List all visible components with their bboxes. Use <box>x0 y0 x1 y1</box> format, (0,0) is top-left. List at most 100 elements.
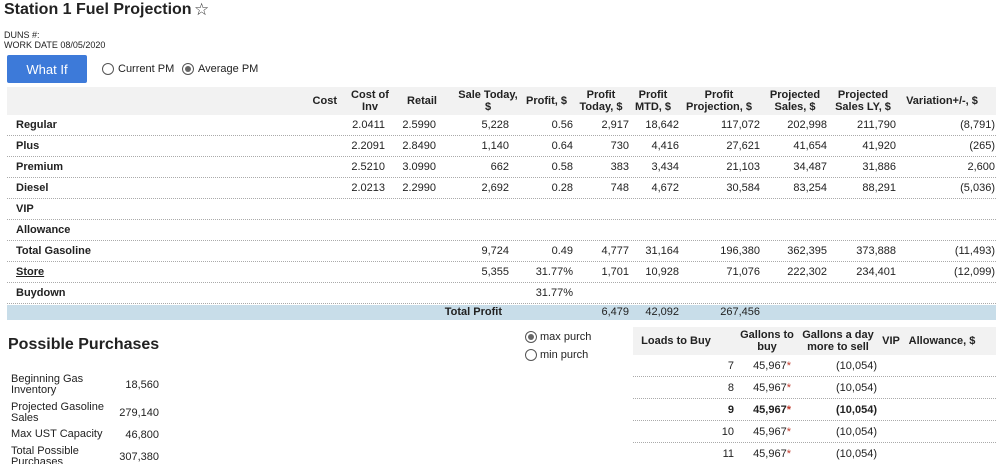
col-profit: Profit, $ <box>526 95 567 107</box>
grid-row: Diesel 2.0213 2.2990 2,692 0.28 748 4,672 30,58… <box>7 178 996 199</box>
col-variation: Variation+/-, $ <box>906 95 978 107</box>
grid-body: Regular 2.0411 2.5990 5,228 0.56 2,917 18,642 1… <box>7 115 996 304</box>
cell-profit-mtd: 31,164 <box>645 245 679 257</box>
total-profit-today: 6,479 <box>601 306 629 318</box>
cell-profit-today: 1,701 <box>601 266 629 278</box>
cell-retail <box>395 199 436 220</box>
cell-cost <box>307 136 337 157</box>
cell-profit-proj <box>687 220 760 241</box>
cell-sale-today: 5,228 <box>481 119 509 131</box>
cell-profit-today <box>587 199 629 220</box>
cell-profit-proj: 30,584 <box>726 182 760 194</box>
row-label: Diesel <box>16 182 49 194</box>
grid-row: Store 5,355 31.77% 1,701 10,928 71,076 222,302… <box>7 262 996 283</box>
cell-cost <box>307 115 337 136</box>
radio-current-pm[interactable]: Current PM <box>102 63 174 75</box>
cell-profit: 31.77% <box>535 266 573 278</box>
cell-sale-today: 5,355 <box>481 266 509 278</box>
store-link[interactable]: Store <box>16 266 45 278</box>
col-vip: VIP <box>882 335 900 347</box>
row-label: VIP <box>16 203 34 215</box>
cell-cost-inv: 2.0411 <box>352 119 385 131</box>
cell-cost-inv <box>345 262 385 283</box>
loads-row[interactable]: 8 45,967* (10,054) <box>633 377 996 399</box>
cell-proj-sales <box>767 283 827 304</box>
cell-proj-sales: 222,302 <box>787 266 827 278</box>
col-allowance: Allowance, $ <box>908 335 976 347</box>
cell-profit-proj: 196,380 <box>720 245 760 257</box>
radio-max-purch[interactable]: max purch <box>525 331 591 343</box>
cell-retail <box>395 220 436 241</box>
radio-average-pm-icon[interactable] <box>182 63 194 75</box>
cell-retail: 3.0990 <box>402 161 436 173</box>
grid-row: Buydown 31.77% <box>7 283 996 304</box>
cell-cost-inv <box>345 283 385 304</box>
cell-profit-today: 383 <box>610 161 629 173</box>
cell-cost-inv <box>345 199 385 220</box>
row-label: Plus <box>16 140 40 152</box>
cell-profit-today: 2,917 <box>601 119 629 131</box>
grid-row: Allowance <box>7 220 996 241</box>
cell-variation: (12,099) <box>954 266 995 278</box>
gallons-asterisk: * <box>786 382 791 394</box>
row-label: Total Gasoline <box>16 245 91 257</box>
cell-variation: 2,600 <box>967 161 995 173</box>
col-profit-mtd: Profit MTD, $ <box>634 89 672 113</box>
cell-proj-sales <box>767 199 827 220</box>
grid-row: Regular 2.0411 2.5990 5,228 0.56 2,917 18,642 1… <box>7 115 996 136</box>
loads-row[interactable]: 9 45,967* (10,054) <box>633 399 996 421</box>
col-projected-sales-ly: Projected Sales LY, $ <box>835 89 891 113</box>
radio-min-purch-icon[interactable] <box>525 349 537 361</box>
fuel-projection-grid: Cost Cost of Inv Retail Sale Today, $ Pr… <box>7 87 996 320</box>
gallons-asterisk: * <box>786 360 791 372</box>
cell-proj-sales-ly: 41,920 <box>862 140 896 152</box>
cell-per-day: (10,054) <box>836 426 877 438</box>
radio-min-purch[interactable]: min purch <box>525 349 588 361</box>
cell-retail <box>395 283 436 304</box>
radio-max-purch-icon[interactable] <box>525 331 537 343</box>
cell-per-day: (10,054) <box>836 382 877 394</box>
radio-average-pm[interactable]: Average PM <box>182 63 258 75</box>
cell-retail <box>395 262 436 283</box>
cell-sale-today: 2,692 <box>481 182 509 194</box>
row-label: Premium <box>16 161 64 173</box>
cell-sale-today <box>467 199 509 220</box>
cell-retail: 2.5990 <box>402 119 436 131</box>
cell-profit-mtd: 10,928 <box>645 266 679 278</box>
cell-loads: 11 <box>722 448 734 460</box>
cell-sale-today: 662 <box>490 161 509 173</box>
pp-max-ust-label: Max UST Capacity <box>11 428 103 440</box>
cell-proj-sales: 41,654 <box>793 140 827 152</box>
cell-profit-today: 748 <box>610 182 629 194</box>
what-if-button[interactable]: What If <box>7 55 87 83</box>
cell-profit-mtd <box>632 199 679 220</box>
work-date: WORK DATE 08/05/2020 <box>4 40 106 50</box>
cell-variation <box>917 220 995 241</box>
loads-row[interactable]: 11 45,967* (10,054) <box>633 443 996 464</box>
col-cost-of-inv: Cost of Inv <box>351 89 389 113</box>
cell-profit: 0.56 <box>551 119 573 131</box>
cell-retail <box>395 241 436 262</box>
cell-profit-mtd <box>632 283 679 304</box>
radio-current-pm-icon[interactable] <box>102 63 114 75</box>
loads-body: 7 45,967* (10,054) 8 45,967* (10,054) 9 45,967*… <box>633 355 996 464</box>
gallons-value: 45,967 <box>753 448 787 460</box>
row-label: Allowance <box>16 224 71 236</box>
cell-proj-sales-ly <box>837 199 896 220</box>
cell-profit-proj: 27,621 <box>726 140 760 152</box>
cell-proj-sales: 202,998 <box>787 119 827 131</box>
cell-profit: 0.64 <box>551 140 573 152</box>
cell-cost <box>307 157 337 178</box>
cell-proj-sales-ly: 211,790 <box>857 119 896 131</box>
cell-profit: 31.77% <box>535 287 573 299</box>
col-retail: Retail <box>407 95 437 107</box>
col-cost: Cost <box>312 95 337 107</box>
loads-row[interactable]: 7 45,967* (10,054) <box>633 355 996 377</box>
favorite-star-icon[interactable]: ☆ <box>194 0 210 19</box>
col-gallons-to-buy: Gallons to buy <box>740 329 794 353</box>
pp-total-possible-label: Total Possible Purchases <box>11 445 79 464</box>
cell-cost <box>307 220 337 241</box>
cell-cost-inv: 2.2091 <box>351 140 385 152</box>
cell-cost <box>307 283 337 304</box>
loads-row[interactable]: 10 45,967* (10,054) <box>633 421 996 443</box>
